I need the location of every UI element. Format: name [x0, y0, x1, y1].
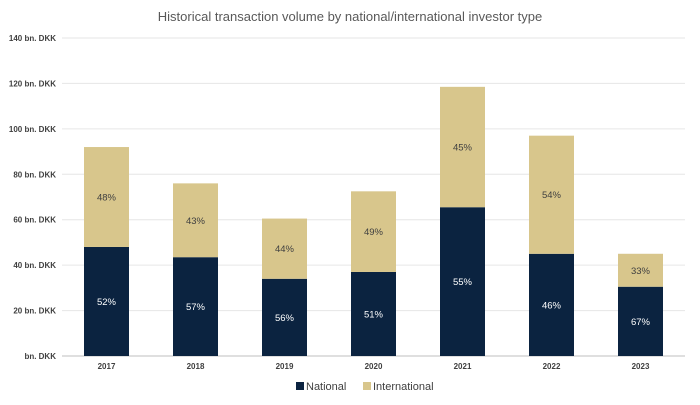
y-tick-label: 80 bn. DKK: [13, 170, 56, 179]
y-tick-label: 100 bn. DKK: [9, 125, 56, 134]
data-label-national-2018: 57%: [186, 302, 206, 313]
legend-swatch-international: [363, 382, 371, 390]
data-label-international-2020: 49%: [364, 227, 384, 238]
bar-international-2021: [440, 86, 485, 208]
y-tick-label: 40 bn. DKK: [13, 261, 56, 270]
data-label-national-2021: 55%: [453, 277, 473, 288]
data-label-international-2023: 33%: [631, 266, 651, 277]
bar-international-2020: [351, 191, 396, 272]
chart-title: Historical transaction volume by nationa…: [158, 9, 542, 24]
y-tick-label: bn. DKK: [24, 352, 56, 361]
bar-international-2023: [618, 253, 663, 287]
bar-national-2019: [262, 278, 307, 356]
y-tick-label: 120 bn. DKK: [9, 79, 56, 88]
bar-national-2021: [440, 207, 485, 356]
x-tick-label: 2021: [454, 362, 472, 371]
bar-national-2020: [351, 271, 396, 356]
data-label-national-2022: 46%: [542, 300, 562, 311]
legend-swatch-national: [296, 382, 304, 390]
data-label-international-2017: 48%: [97, 193, 117, 204]
data-label-national-2023: 67%: [631, 317, 651, 328]
bar-national-2022: [529, 253, 574, 356]
x-tick-label: 2019: [276, 362, 294, 371]
data-label-international-2019: 44%: [275, 244, 295, 255]
bar-national-2018: [173, 257, 218, 356]
data-label-international-2021: 45%: [453, 143, 473, 154]
data-label-international-2022: 54%: [542, 190, 562, 201]
x-tick-label: 2018: [187, 362, 205, 371]
bar-international-2022: [529, 135, 574, 254]
x-tick-label: 2022: [543, 362, 561, 371]
legend-label-national: National: [306, 381, 346, 393]
x-tick-label: 2020: [365, 362, 383, 371]
y-tick-label: 20 bn. DKK: [13, 307, 56, 316]
bar-international-2019: [262, 218, 307, 279]
legend: National International: [296, 381, 434, 393]
x-tick-label: 2017: [98, 362, 116, 371]
bar-national-2017: [84, 246, 129, 356]
data-label-international-2018: 43%: [186, 216, 206, 227]
bar-layer: [84, 86, 663, 356]
x-tick-label: 2023: [632, 362, 650, 371]
bar-international-2017: [84, 147, 129, 247]
label-layer: 52% 48% 2017 57% 43% 2018 56% 44% 2019 51% 49% 2020…: [97, 143, 651, 371]
bar-national-2023: [618, 286, 663, 356]
data-label-national-2020: 51%: [364, 309, 384, 320]
legend-label-international: International: [373, 381, 434, 393]
bar-international-2018: [173, 183, 218, 258]
data-label-national-2017: 52%: [97, 297, 117, 308]
y-tick-label: 60 bn. DKK: [13, 216, 56, 225]
data-label-national-2019: 56%: [275, 313, 295, 324]
y-tick-label: 140 bn. DKK: [9, 34, 56, 43]
